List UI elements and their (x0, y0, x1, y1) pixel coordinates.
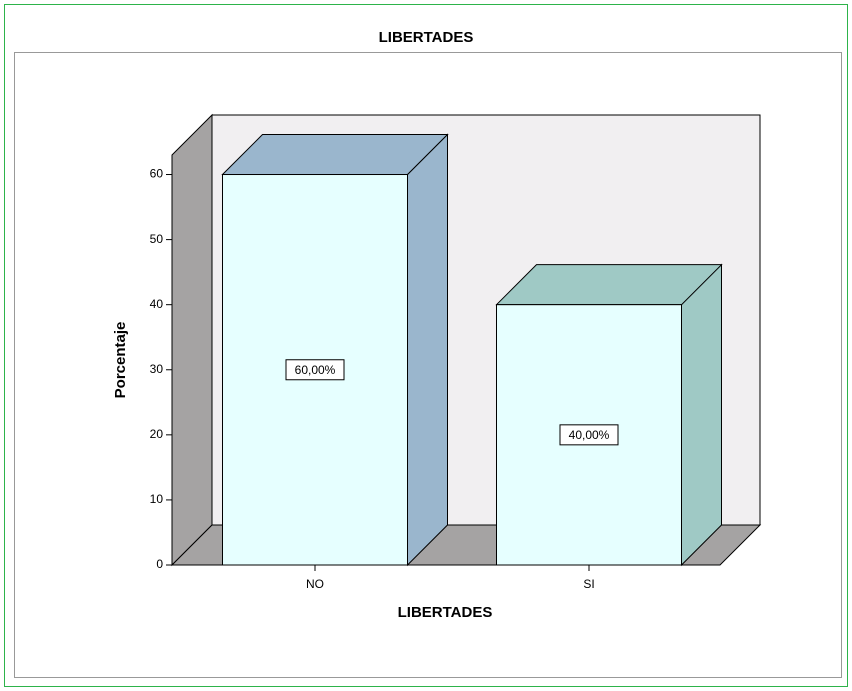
y-tick-label: 10 (150, 492, 164, 506)
y-tick-label: 20 (150, 427, 164, 441)
x-tick-label: SI (583, 577, 594, 591)
y-tick-label: 40 (150, 297, 164, 311)
value-label-box (559, 424, 619, 446)
left-wall (171, 113, 213, 567)
chart-title: LIBERTADES (379, 29, 474, 46)
y-tick-label: 60 (150, 167, 164, 181)
x-axis-label: LIBERTADES (398, 604, 493, 621)
bar-top (221, 134, 449, 176)
y-tick-label: 50 (150, 232, 164, 246)
value-label-box (285, 359, 345, 381)
value-label: 40,00% (569, 428, 610, 442)
bar-top (495, 264, 723, 306)
bar-side (681, 263, 722, 567)
x-tick-label: NO (306, 577, 324, 591)
y-tick-label: 0 (156, 557, 163, 571)
value-label: 60,00% (295, 363, 336, 377)
bar-side (407, 133, 448, 567)
y-axis-label: Porcentaje (112, 322, 129, 399)
y-tick-label: 30 (150, 362, 164, 376)
